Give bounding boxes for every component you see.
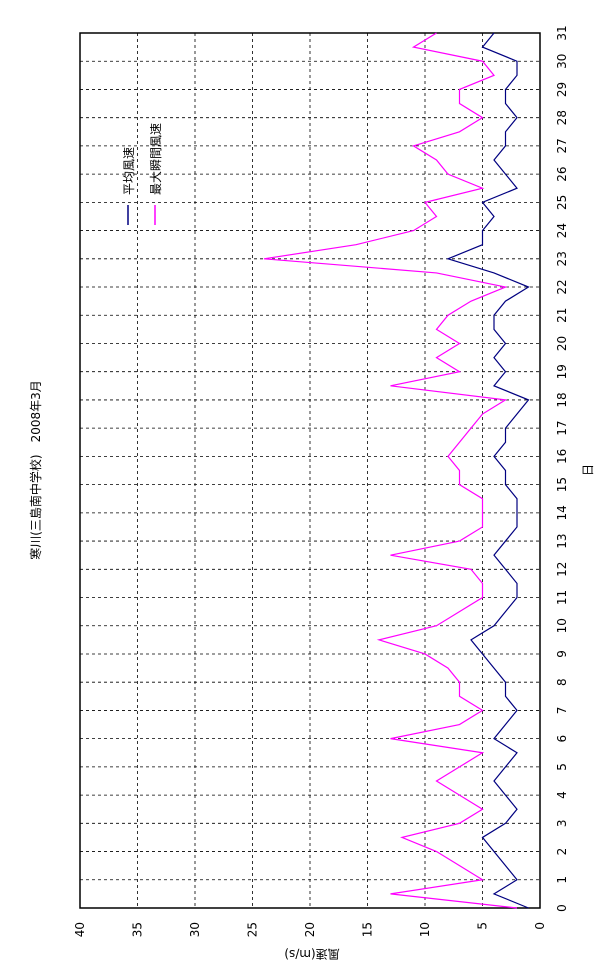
x-tick-label: 8 — [555, 678, 569, 686]
y-tick-label: 20 — [303, 922, 317, 937]
x-tick-label: 30 — [555, 54, 569, 69]
x-tick-label: 29 — [555, 82, 569, 97]
x-tick-label: 9 — [555, 650, 569, 658]
x-tick-label: 17 — [555, 421, 569, 436]
y-tick-label: 15 — [361, 922, 375, 937]
y-axis-label: 風速(m/s) — [284, 947, 339, 961]
x-tick-label: 23 — [555, 251, 569, 266]
y-tick-label: 35 — [131, 922, 145, 937]
series-line — [446, 32, 530, 909]
x-tick-label: 10 — [555, 618, 569, 633]
y-tick-label: 25 — [246, 922, 260, 937]
x-tick-label: 14 — [555, 505, 569, 520]
x-tick-label: 16 — [555, 449, 569, 464]
x-tick-label: 24 — [555, 223, 569, 238]
x-tick-label: 27 — [555, 138, 569, 153]
plot-frame — [79, 32, 541, 909]
legend-label: 最大瞬間風速 — [149, 123, 163, 195]
x-tick-label: 13 — [555, 533, 569, 548]
x-tick-label: 7 — [555, 707, 569, 715]
x-tick-label: 0 — [555, 904, 569, 912]
x-tick-label: 20 — [555, 336, 569, 351]
y-tick-label: 0 — [533, 922, 547, 930]
x-tick-label: 11 — [555, 590, 569, 605]
x-tick-label: 28 — [555, 110, 569, 125]
x-tick-label: 25 — [555, 195, 569, 210]
x-tick-label: 22 — [555, 279, 569, 294]
x-tick-label: 5 — [555, 763, 569, 771]
legend-label: 平均風速 — [122, 147, 136, 195]
x-tick-label: 31 — [555, 25, 569, 40]
y-tick-label: 40 — [73, 922, 87, 937]
series-line — [263, 32, 518, 909]
x-tick-label: 19 — [555, 364, 569, 379]
x-tick-label: 21 — [555, 308, 569, 323]
x-tick-label: 2 — [555, 848, 569, 856]
x-tick-label: 6 — [555, 735, 569, 743]
x-tick-label: 12 — [555, 562, 569, 577]
x-tick-label: 3 — [555, 820, 569, 828]
x-tick-label: 26 — [555, 166, 569, 181]
y-tick-label: 5 — [476, 922, 490, 930]
x-tick-label: 18 — [555, 392, 569, 407]
x-tick-label: 1 — [555, 876, 569, 884]
x-tick-label: 15 — [555, 477, 569, 492]
y-tick-label: 30 — [188, 922, 202, 937]
y-tick-label: 10 — [418, 922, 432, 937]
chart-title: 寒川(三島南中学校) 2008年3月 — [28, 380, 43, 560]
x-axis-label: 日 — [581, 464, 595, 476]
x-tick-label: 4 — [555, 791, 569, 799]
